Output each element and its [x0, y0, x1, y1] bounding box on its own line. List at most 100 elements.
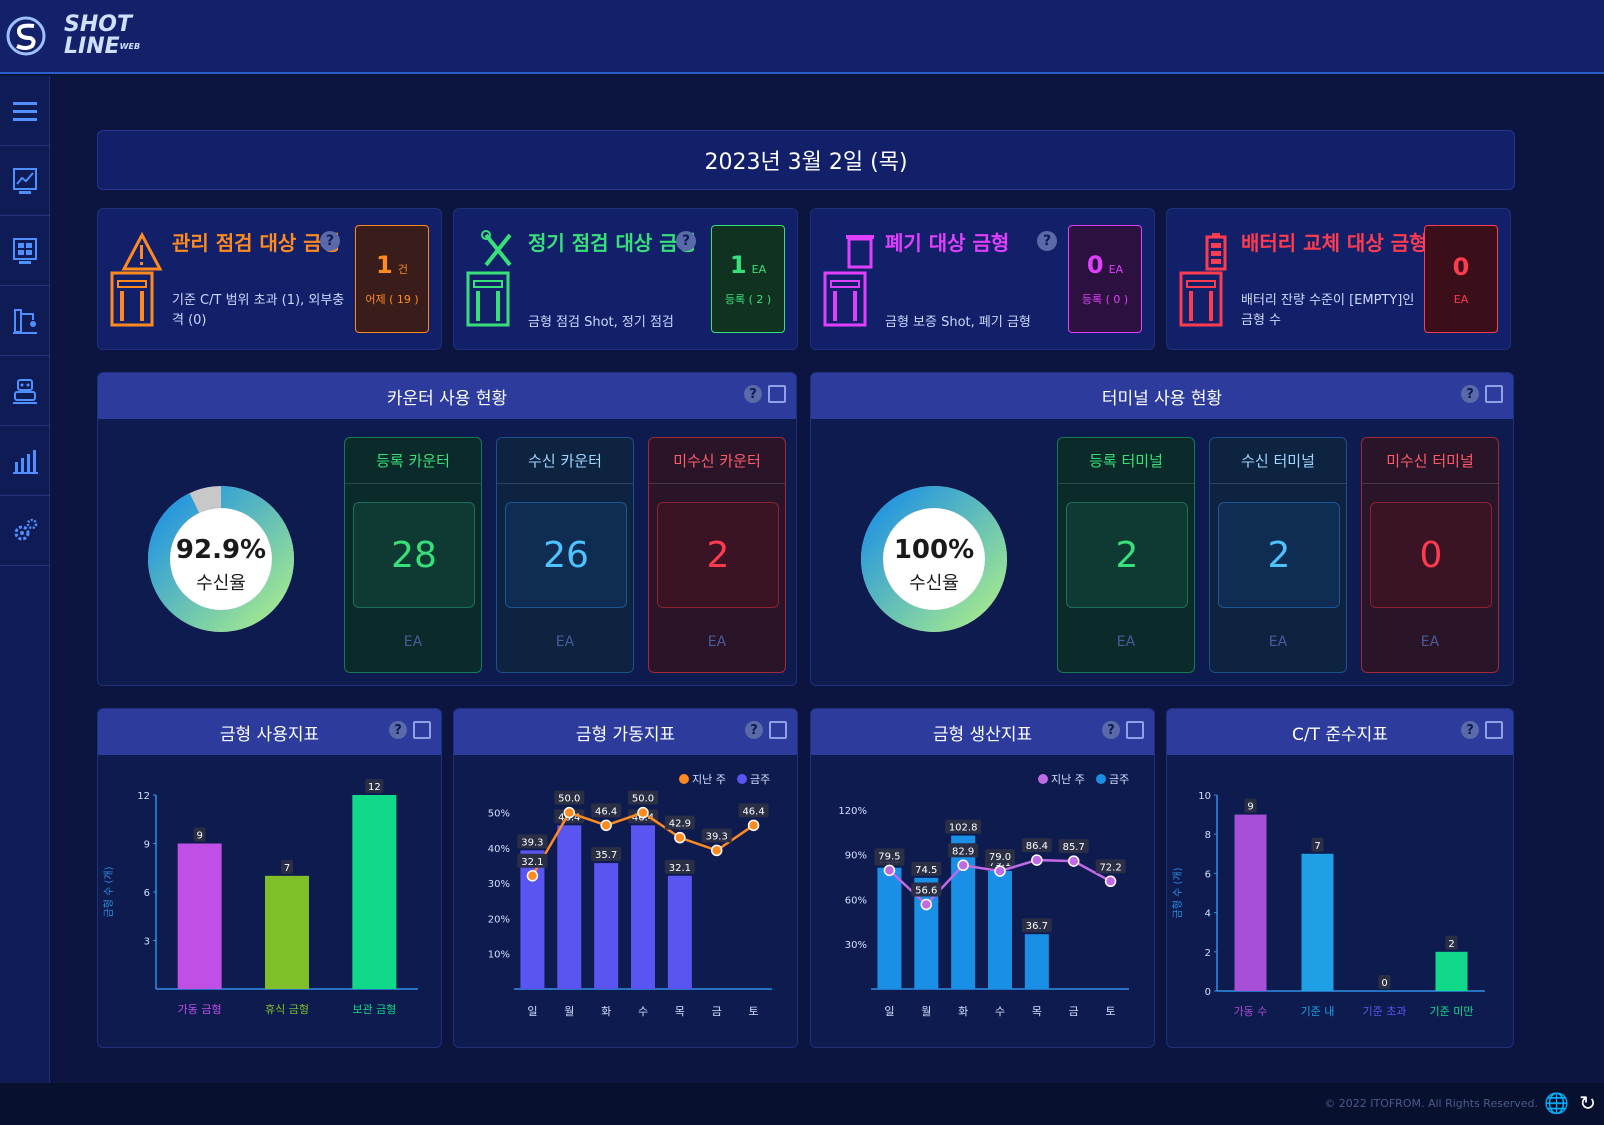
value-label: 79.5	[878, 851, 900, 862]
help-icon[interactable]: ?	[745, 721, 763, 739]
value-label-bg	[945, 819, 982, 834]
globe-icon[interactable]: 🌐	[1544, 1091, 1570, 1115]
receive-rate-donut: 92.9% 수신율	[146, 451, 296, 667]
value-label: 36.7	[1026, 921, 1048, 932]
card-disposal[interactable]: 폐기 대상 금형 ? 금형 보증 Shot, 폐기 금형 0 EA 등록 ( 0…	[810, 208, 1155, 350]
stat-unreceived-terminal: 미수신 터미널 0 EA	[1361, 437, 1499, 673]
expand-icon[interactable]	[413, 721, 431, 739]
monitor-grid-icon[interactable]	[0, 216, 50, 286]
help-icon[interactable]: ?	[676, 231, 696, 251]
help-icon[interactable]: ?	[389, 721, 407, 739]
value-label-bg	[1021, 918, 1052, 933]
value-label: 32.1	[521, 857, 543, 868]
x-tick-label: 금	[712, 1005, 722, 1018]
x-tick-label: 보관 금형	[352, 1003, 396, 1016]
bar-chart-icon[interactable]	[0, 426, 50, 496]
terminal-usage-panel: 터미널 사용 현황 ? 100% 수신율 등록 터미널 2 EA 수신 터미널	[810, 372, 1514, 686]
trash-machine-icon	[821, 229, 879, 329]
bar	[631, 825, 655, 989]
line-point	[600, 819, 612, 832]
battery-machine-icon	[1177, 229, 1235, 329]
value-label: 50.0	[558, 794, 580, 805]
stat-value: 2	[657, 502, 779, 608]
donut-label: 92.9% 수신율	[146, 535, 296, 595]
receive-rate-label: 수신율	[909, 573, 959, 594]
stat-unit: EA	[1268, 634, 1288, 650]
expand-icon[interactable]	[1485, 385, 1503, 403]
bar	[177, 843, 222, 989]
expand-icon[interactable]	[1126, 721, 1144, 739]
help-icon[interactable]: ?	[744, 385, 762, 403]
y-tick-label: 90%	[845, 851, 867, 862]
y-tick-label: 2	[1205, 948, 1211, 959]
bar	[1234, 814, 1267, 991]
value-label-bg	[1095, 859, 1126, 874]
shotline-logo-icon[interactable]	[6, 10, 46, 62]
value-label: 32.1	[669, 863, 691, 874]
badge-sub: 등록 ( 2 )	[724, 293, 772, 306]
badge-unit: 건	[397, 263, 408, 276]
value-label: 7	[1314, 841, 1320, 852]
y-tick-label: 30%	[488, 879, 510, 890]
help-icon[interactable]: ?	[1037, 231, 1057, 251]
y-tick-label: 4	[1205, 909, 1211, 920]
x-tick-label: 토	[1106, 1005, 1116, 1018]
counter-usage-panel: 카운터 사용 현황 ? 92.9% 수신율 등록 카운터 28 EA 수신 카운	[97, 372, 797, 686]
help-icon[interactable]: ?	[1461, 721, 1479, 739]
warning-machine-icon	[108, 229, 166, 329]
copyright-text: © 2022 ITOFROM. All Rights Reserved.	[1324, 1097, 1538, 1110]
refresh-icon[interactable]: ↻	[1579, 1091, 1596, 1115]
legend-marker	[679, 774, 689, 784]
dashboard-chart-icon[interactable]	[0, 146, 50, 216]
bar	[1024, 934, 1049, 989]
x-tick-label: 화	[601, 1005, 611, 1018]
value-label-bg	[517, 834, 548, 849]
logo-sub: WEB	[119, 42, 141, 51]
expand-icon[interactable]	[769, 721, 787, 739]
bar	[988, 870, 1012, 989]
card-management-check[interactable]: 관리 점검 대상 금형 ? 기준 C/T 범위 초과 (1), 외부충격 (0)…	[97, 208, 442, 350]
x-tick-label: 금	[1069, 1005, 1079, 1018]
expand-icon[interactable]	[1485, 721, 1503, 739]
settings-gear-icon[interactable]	[0, 496, 50, 566]
x-tick-label: 목	[675, 1005, 685, 1018]
y-tick-label: 30%	[845, 940, 867, 951]
x-tick-label: 월	[564, 1005, 574, 1018]
card-battery-replace[interactable]: 배터리 교체 대상 금형 배터리 잔량 수준이 [EMPTY]인 금형 수 0 …	[1166, 208, 1511, 350]
expand-icon[interactable]	[768, 385, 786, 403]
x-tick-label: 토	[749, 1005, 759, 1018]
help-icon[interactable]: ?	[320, 231, 340, 251]
bar	[951, 835, 976, 989]
card-periodic-check[interactable]: 정기 점검 대상 금형 ? 금형 점검 Shot, 정기 점검 1 EA 등록 …	[453, 208, 798, 350]
stat-registered-terminal: 등록 터미널 2 EA	[1057, 437, 1195, 673]
main-content: 2023년 3월 2일 (목) 관리 점검 대상 금형 ? 기준 C/T 범위 …	[50, 76, 1604, 1083]
stat-received-terminal: 수신 터미널 2 EA	[1209, 437, 1347, 673]
x-tick-label: 화	[958, 1005, 968, 1018]
menu-icon[interactable]	[0, 76, 50, 146]
x-tick-label: 기준 내	[1301, 1005, 1335, 1018]
value-label-bg	[664, 815, 695, 830]
y-tick-label: 3	[144, 937, 150, 948]
logo-line1: SHOT	[64, 12, 132, 37]
value-label: 56.6	[915, 886, 937, 897]
value-label-bg	[1311, 837, 1324, 852]
card-description: 기준 C/T 범위 초과 (1), 외부충격 (0)	[172, 293, 345, 328]
y-tick-label: 6	[1205, 869, 1211, 880]
value-label: 12	[368, 782, 381, 793]
help-icon[interactable]: ?	[1102, 721, 1120, 739]
robot-icon[interactable]	[0, 356, 50, 426]
x-tick-label: 수	[995, 1005, 1005, 1018]
help-icon[interactable]: ?	[1461, 385, 1479, 403]
x-tick-label: 가동 금형	[178, 1003, 222, 1016]
value-label-bg	[911, 861, 942, 876]
value-label: 46.4	[595, 806, 617, 817]
logo-text[interactable]: SHOT LINEWEB	[64, 14, 140, 58]
stat-label: 미수신 카운터	[649, 438, 785, 484]
stat-unreceived-counter: 미수신 카운터 2 EA	[648, 437, 786, 673]
y-tick-label: 60%	[845, 895, 867, 906]
panel-header: 금형 가동지표 ?	[454, 709, 797, 755]
machine-icon[interactable]	[0, 286, 50, 356]
x-tick-label: 일	[527, 1004, 537, 1018]
stat-value: 26	[505, 502, 627, 608]
panel-title: 터미널 사용 현황	[1101, 388, 1223, 409]
